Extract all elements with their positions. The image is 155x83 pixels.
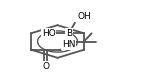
Text: HN: HN	[62, 40, 75, 49]
Text: OH: OH	[77, 12, 91, 21]
Text: HO: HO	[42, 29, 56, 38]
Text: O: O	[42, 62, 49, 71]
Text: B: B	[66, 29, 72, 38]
